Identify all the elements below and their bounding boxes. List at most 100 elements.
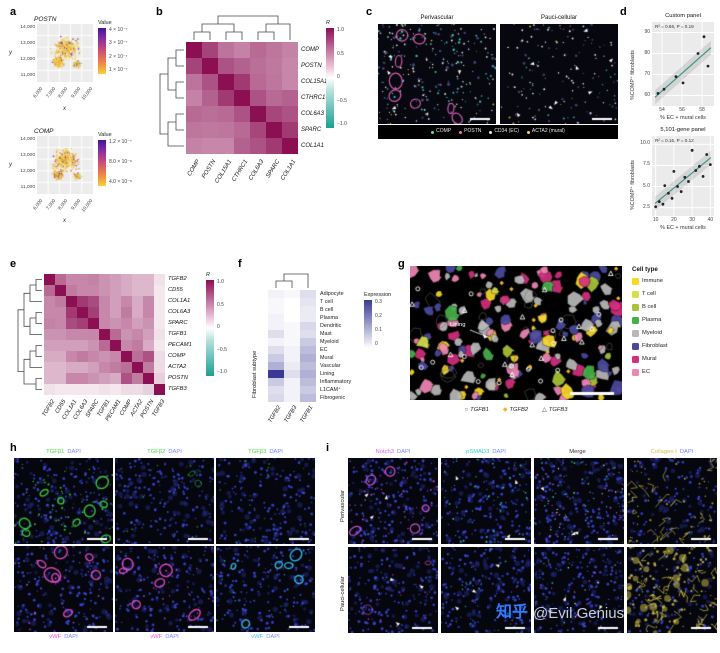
- stain-label: pSMAD3 DAPI: [441, 449, 531, 456]
- umap-title: COMP: [34, 128, 54, 135]
- marker-label: TGFB3: [548, 406, 568, 413]
- heatmap-cell: [154, 373, 165, 384]
- heatmap-cell: [110, 274, 121, 285]
- map-annotation: Lining: [450, 322, 466, 328]
- heatmap-cell: [218, 42, 234, 58]
- gene-row-labels-e: TGFB2 CD55 COL1A1 COL6A3 SPARC TGFB1 PECAM1 COM…: [168, 274, 204, 395]
- gene-label: SPARC: [168, 320, 188, 327]
- heatmap-cell: [110, 307, 121, 318]
- heatmap-cell: [300, 298, 316, 306]
- watermark-brand: 知乎: [496, 604, 529, 621]
- gene-label: CD55: [168, 287, 183, 294]
- heatmap-cell: [284, 386, 300, 394]
- gene-label: COL1A1: [301, 142, 325, 149]
- heatmap-cell: [55, 318, 66, 329]
- heatmap-cell: [218, 74, 234, 90]
- stain-label: Notch3 DAPI: [348, 449, 438, 456]
- legend-dot-icon: [431, 130, 435, 134]
- umap-x-axis-label: x: [63, 218, 66, 224]
- heatmap-cell: [88, 362, 99, 373]
- heatmap-cell: [284, 378, 300, 386]
- gene-label: TGFB3: [283, 404, 299, 424]
- heatmap-cell: [284, 322, 300, 330]
- colorbar-tick: 1.0: [337, 27, 344, 33]
- colorbar-ticks: 1.2 × 10⁻⁷ 8.0 × 10⁻⁸ 4.0 × 10⁻⁸: [109, 139, 132, 186]
- heatmap-cell: [44, 285, 55, 296]
- stain-label: Collagen I DAPI: [627, 449, 717, 456]
- tick-label: 7.5: [643, 161, 650, 168]
- heatmap-cell: [143, 307, 154, 318]
- heatmap-cell: [55, 329, 66, 340]
- heatmap-cell: [88, 274, 99, 285]
- tgfb1-dapi-image: [14, 458, 113, 544]
- colorbar: [364, 300, 372, 348]
- legend-label: COMP: [436, 128, 452, 135]
- umap-y-ticks: 14,000 13,000 12,000 11,000: [14, 25, 35, 79]
- heatmap-cell: [250, 58, 266, 74]
- heatmap-cell: [132, 307, 143, 318]
- heatmap-cell: [250, 122, 266, 138]
- heatmap-cell: [88, 373, 99, 384]
- heatmap-cell: [268, 346, 284, 354]
- stain-legend: COMP POSTN CD34 (EC) ACTA2 (mural): [378, 125, 618, 139]
- gene-label: TGFB1: [168, 331, 187, 338]
- tick-label: 10: [652, 217, 659, 223]
- stain-label: vWF DAPI: [115, 634, 214, 641]
- heatmap-cell: [266, 74, 282, 90]
- legend-dot-icon: [459, 130, 463, 134]
- heatmap-cell: [99, 351, 110, 362]
- legend-item: Immune: [632, 278, 714, 285]
- tick-label: 13,000: [20, 41, 35, 47]
- tick-label: 10.0: [640, 140, 650, 147]
- heatmap-cell: [77, 362, 88, 373]
- legend-item: COMP: [431, 128, 452, 135]
- legend-label: ACTA2 (mural): [531, 128, 565, 135]
- heatmap-cell: [284, 298, 300, 306]
- heatmap-cell: [44, 307, 55, 318]
- colorbar-tick: 0.5: [337, 50, 344, 57]
- legend-swatch: [632, 304, 639, 311]
- heatmap-cell: [202, 42, 218, 58]
- heatmap-cell: [110, 285, 121, 296]
- heatmap-cell: [66, 274, 77, 285]
- heatmap-cell: [202, 74, 218, 90]
- heatmap-cell: [300, 314, 316, 322]
- tgfb3-dapi-image: [216, 458, 315, 544]
- perivascular-psmad3-image: [441, 458, 531, 544]
- heatmap-cell: [132, 384, 143, 395]
- heatmap-cell: [186, 74, 202, 90]
- colorbar-tick: 0.3: [375, 299, 382, 305]
- heatmap-cell: [77, 351, 88, 362]
- expression-heatmap-f: [268, 290, 316, 402]
- stain-name: TGFβ1: [46, 449, 65, 455]
- colorbar: [206, 280, 214, 376]
- heatmap-cell: [132, 329, 143, 340]
- heatmap-cell: [132, 318, 143, 329]
- tick-label: 6,000: [32, 86, 45, 100]
- gene-label: COL1A1: [280, 158, 298, 182]
- tick-label: 10,000: [81, 198, 95, 214]
- legend-item: ACTA2 (mural): [526, 128, 565, 135]
- heatmap-cell: [55, 307, 66, 318]
- heatmap-cell: [284, 314, 300, 322]
- perivascular-notch3-image: [348, 458, 438, 544]
- legend-label: EC: [642, 369, 651, 376]
- heatmap-cell: [300, 394, 316, 402]
- row-label: Perivascular: [340, 490, 346, 522]
- heatmap-cell: [77, 329, 88, 340]
- heatmap-cell: [88, 384, 99, 395]
- counterstain-name: DAPI: [67, 449, 81, 455]
- heatmap-cell: [300, 378, 316, 386]
- colorbar-tick: −0.5: [337, 97, 347, 104]
- heatmap-cell: [202, 122, 218, 138]
- tick-label: 60: [644, 91, 650, 98]
- heatmap-cell: [218, 122, 234, 138]
- spatial-cell-map: [410, 266, 622, 400]
- heatmap-cell: [99, 307, 110, 318]
- legend-label: CD34 (EC): [494, 128, 519, 135]
- heatmap-cell: [154, 340, 165, 351]
- heatmap-cell: [44, 384, 55, 395]
- heatmap-cell: [300, 290, 316, 298]
- axis-label-y: %COMP⁺ fibroblasts: [630, 50, 636, 100]
- tick-label: 2.5: [643, 203, 650, 210]
